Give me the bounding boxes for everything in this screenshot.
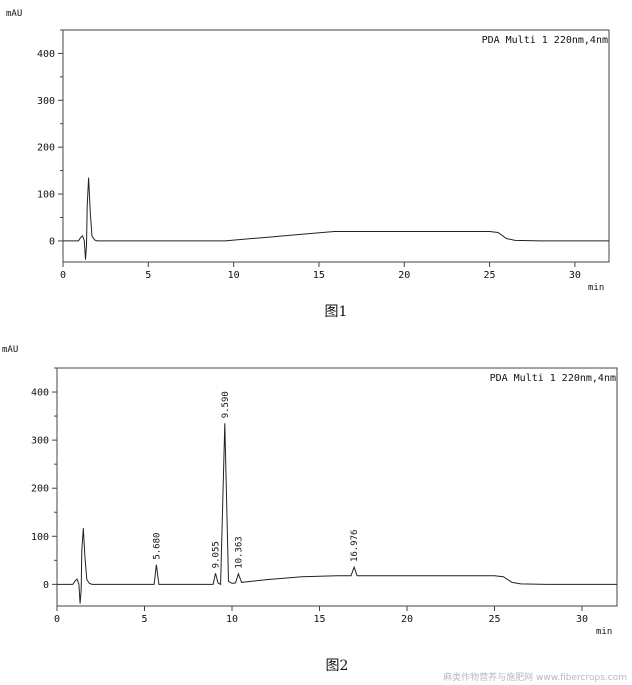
x-tick-label: 25 [488, 614, 500, 625]
x-tick-label: 25 [484, 270, 496, 281]
trace-line [63, 177, 609, 260]
peak-label: 5.680 [152, 533, 162, 560]
y-tick-label: 200 [37, 143, 55, 154]
peak-label: 9.055 [211, 541, 221, 568]
peak-annotations: 5.680 9.055 9.590 10.363 16.976 [152, 391, 360, 569]
x-tick-label: 15 [313, 614, 325, 625]
figure-caption: 图2 [326, 658, 349, 674]
detector-legend: PDA Multi 1 220nm,4nm [490, 373, 616, 384]
x-unit-label: min [588, 283, 604, 293]
x-tick-label: 0 [54, 614, 60, 625]
x-tick-label: 0 [60, 270, 66, 281]
y-unit-label: mAU [2, 345, 18, 355]
x-tick-label: 10 [226, 614, 238, 625]
y-tick-label: 100 [31, 532, 49, 543]
x-tick-label: 5 [141, 614, 147, 625]
x-unit-label: min [596, 627, 612, 637]
site-watermark: 麻类作物营养与施肥网 www.fibercrops.com [443, 671, 627, 683]
x-tick-label: 10 [228, 270, 240, 281]
y-unit-label: mAU [6, 9, 22, 19]
y-tick-label: 100 [37, 190, 55, 201]
x-tick-label: 15 [313, 270, 325, 281]
y-tick-label: 0 [49, 236, 55, 247]
y-tick-label: 200 [31, 484, 49, 495]
plot-frame [56, 367, 618, 607]
figure-caption: 图1 [325, 304, 348, 320]
x-tick-label: 30 [576, 614, 588, 625]
plot-frame [62, 29, 610, 263]
x-tick-label: 5 [145, 270, 151, 281]
trace-line [57, 423, 617, 604]
y-tick-label: 300 [37, 96, 55, 107]
y-tick-label: 0 [43, 580, 49, 591]
x-tick-label: 20 [401, 614, 413, 625]
y-tick-label: 300 [31, 436, 49, 447]
x-tick-label: 20 [398, 270, 410, 281]
y-tick-label: 400 [37, 49, 55, 60]
y-tick-label: 400 [31, 388, 49, 399]
peak-label: 16.976 [350, 530, 360, 563]
detector-legend: PDA Multi 1 220nm,4nm [482, 35, 608, 46]
x-tick-label: 30 [569, 270, 581, 281]
peak-label: 9.590 [221, 391, 231, 418]
peak-label: 10.363 [234, 536, 244, 569]
